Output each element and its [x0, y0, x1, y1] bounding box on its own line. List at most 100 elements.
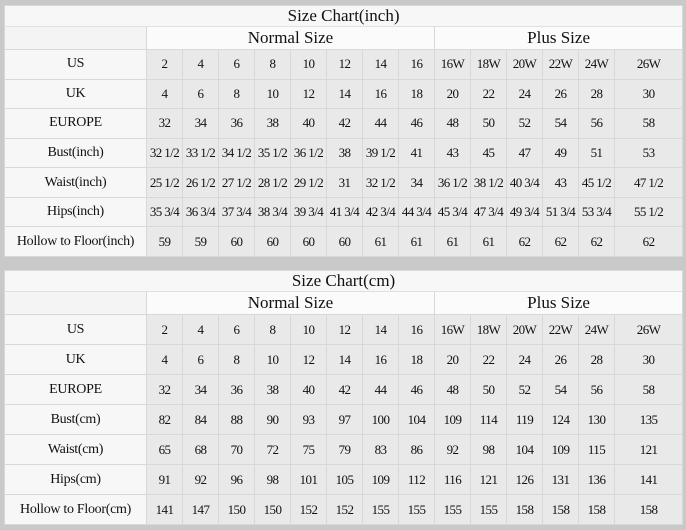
row-label: EUROPE	[4, 108, 147, 139]
size-value-cell: 59	[146, 226, 183, 257]
size-value-cell: 44	[362, 108, 399, 139]
row-label: Waist(cm)	[4, 434, 147, 465]
size-value-cell: 98	[470, 434, 507, 465]
size-value-cell: 104	[398, 404, 435, 435]
size-value-cell: 135	[613, 404, 684, 435]
size-value-cell: 14	[362, 314, 399, 345]
size-chart-cm: Size Chart(cm) Normal Size Plus Size US 2 4 6 8…	[3, 270, 684, 525]
size-value-cell: 109	[434, 404, 471, 435]
size-value-cell: 47 1/2	[613, 167, 684, 198]
row-label: EUROPE	[4, 374, 147, 405]
size-value-cell: 8	[218, 344, 255, 375]
table-row: Hollow to Floor(cm) 141 147 150 150 152 152 155…	[4, 494, 684, 525]
size-value-cell: 27 1/2	[218, 167, 255, 198]
size-value-cell: 116	[434, 464, 471, 495]
row-label: Bust(inch)	[4, 137, 147, 169]
size-value-cell: 124	[542, 404, 579, 435]
size-value-cell: 35 3/4	[146, 196, 183, 228]
size-value-cell: 18W	[470, 314, 507, 345]
table-row: Hips(cm) 91 92 96 98 101 105 109 112 116 121 126 131…	[4, 464, 684, 495]
group-header-normal: Normal Size	[146, 26, 435, 50]
size-value-cell: 14	[326, 344, 363, 375]
size-value-cell: 37 3/4	[218, 196, 255, 228]
size-value-cell: 42 3/4	[362, 196, 399, 228]
size-value-cell: 51	[578, 137, 615, 169]
size-value-cell: 60	[326, 226, 363, 257]
size-value-cell: 75	[290, 434, 327, 465]
size-value-cell: 130	[578, 404, 615, 435]
size-value-cell: 38	[254, 108, 291, 139]
size-value-cell: 104	[506, 434, 543, 465]
size-value-cell: 53	[613, 137, 684, 169]
size-value-cell: 141	[613, 464, 684, 495]
size-value-cell: 12	[290, 344, 327, 375]
size-value-cell: 152	[326, 494, 363, 525]
size-value-cell: 44 3/4	[398, 196, 435, 228]
size-value-cell: 41	[398, 137, 435, 169]
size-value-cell: 141	[146, 494, 183, 525]
size-value-cell: 14	[362, 49, 399, 80]
size-chart-inch: Size Chart(inch) Normal Size Plus Size US 2 4…	[3, 5, 684, 257]
size-value-cell: 100	[362, 404, 399, 435]
size-value-cell: 26W	[613, 49, 684, 80]
size-value-cell: 34	[182, 108, 219, 139]
size-value-cell: 44	[362, 374, 399, 405]
size-value-cell: 24W	[578, 49, 615, 80]
size-value-cell: 45 3/4	[434, 196, 471, 228]
size-value-cell: 6	[218, 314, 255, 345]
table-title: Size Chart(inch)	[3, 5, 684, 27]
size-value-cell: 20	[434, 344, 471, 375]
size-value-cell: 119	[506, 404, 543, 435]
row-label: Hips(inch)	[4, 196, 147, 228]
table-row: Waist(inch) 25 1/2 26 1/2 27 1/2 28 1/2 29 1/…	[4, 167, 684, 198]
size-value-cell: 155	[470, 494, 507, 525]
size-value-cell: 88	[218, 404, 255, 435]
size-value-cell: 6	[182, 78, 219, 110]
title-row: Size Chart(cm)	[3, 270, 684, 292]
size-value-cell: 31	[326, 167, 363, 198]
size-value-cell: 18	[398, 78, 435, 110]
size-value-cell: 98	[254, 464, 291, 495]
size-value-cell: 51 3/4	[542, 196, 579, 228]
size-value-cell: 147	[182, 494, 219, 525]
size-value-cell: 52	[506, 374, 543, 405]
table-row: US 2 4 6 8 10 12 14 16 16W 18W 20W 22W 24W 26W	[4, 314, 684, 345]
row-label: UK	[4, 78, 147, 110]
size-value-cell: 126	[506, 464, 543, 495]
size-value-cell: 18W	[470, 49, 507, 80]
size-value-cell: 55 1/2	[613, 196, 684, 228]
row-label: US	[4, 314, 147, 345]
size-value-cell: 20W	[506, 314, 543, 345]
size-value-cell: 91	[146, 464, 183, 495]
size-value-cell: 28 1/2	[254, 167, 291, 198]
size-value-cell: 39 3/4	[290, 196, 327, 228]
header-blank-cell	[4, 26, 147, 50]
size-value-cell: 70	[218, 434, 255, 465]
table-row: UK 4 6 8 10 12 14 16 18 20 22 24 26 28 30	[4, 344, 684, 375]
size-value-cell: 14	[326, 78, 363, 110]
size-table: Size Chart(inch) Normal Size Plus Size US 2 4…	[3, 5, 684, 257]
size-value-cell: 155	[362, 494, 399, 525]
size-value-cell: 36	[218, 374, 255, 405]
size-value-cell: 12	[326, 49, 363, 80]
size-value-cell: 136	[578, 464, 615, 495]
size-value-cell: 121	[470, 464, 507, 495]
size-value-cell: 36	[218, 108, 255, 139]
size-value-cell: 86	[398, 434, 435, 465]
size-value-cell: 112	[398, 464, 435, 495]
size-value-cell: 49	[542, 137, 579, 169]
size-value-cell: 35 1/2	[254, 137, 291, 169]
size-value-cell: 39 1/2	[362, 137, 399, 169]
size-value-cell: 60	[290, 226, 327, 257]
size-value-cell: 28	[578, 344, 615, 375]
size-value-cell: 36 1/2	[290, 137, 327, 169]
table-row: EUROPE 32 34 36 38 40 42 44 46 48 50 52 54 56 58	[4, 108, 684, 139]
size-value-cell: 62	[542, 226, 579, 257]
size-value-cell: 38 1/2	[470, 167, 507, 198]
size-value-cell: 68	[182, 434, 219, 465]
size-value-cell: 32 1/2	[146, 137, 183, 169]
size-value-cell: 109	[542, 434, 579, 465]
size-value-cell: 92	[182, 464, 219, 495]
size-value-cell: 16	[398, 314, 435, 345]
size-value-cell: 109	[362, 464, 399, 495]
